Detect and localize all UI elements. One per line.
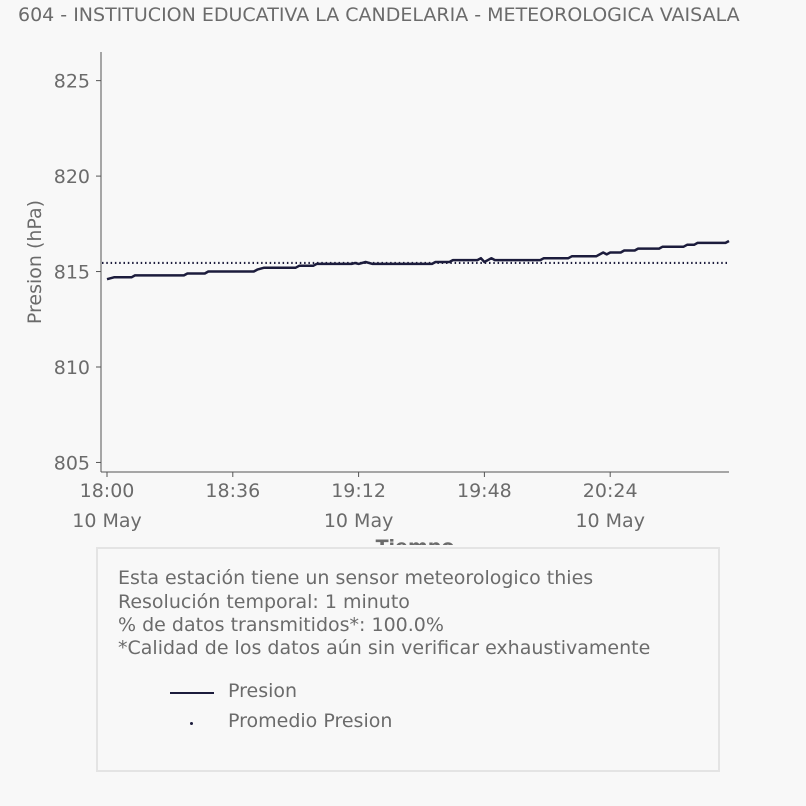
y-tick-label: 825: [54, 71, 90, 93]
plot-area: 805 810 815 820 825 18:00 10 May 18:36 19:12 10 M…: [54, 52, 730, 532]
legend-swatch-presion: [170, 692, 214, 694]
x-tick-time: 20:24: [583, 480, 638, 502]
x-tick-time: 18:36: [205, 480, 260, 502]
x-tick-time: 18:00: [80, 480, 135, 502]
pressure-chart: 604 - INSTITUCION EDUCATIVA LA CANDELARI…: [18, 4, 740, 545]
info-legend-box: Esta estación tiene un sensor meteorolog…: [96, 547, 720, 772]
x-tick-time: 19:12: [331, 480, 386, 502]
y-tick-label: 805: [54, 452, 90, 474]
x-tick-date: 10 May: [72, 510, 142, 532]
y-tick-label: 820: [54, 166, 90, 188]
legend-label-promedio: Promedio Presion: [228, 710, 393, 732]
x-tick-date: 10 May: [575, 510, 645, 532]
legend-swatch-promedio: [190, 722, 193, 725]
info-line-sensor: Esta estación tiene un sensor meteorolog…: [118, 567, 594, 589]
x-axis-label: Tiempo: [376, 536, 455, 545]
y-tick-label: 810: [54, 357, 90, 379]
chart-title: 604 - INSTITUCION EDUCATIVA LA CANDELARI…: [18, 4, 740, 26]
x-tick-time: 19:48: [457, 480, 512, 502]
info-line-transmitted: % de datos transmitidos*: 100.0%: [118, 614, 444, 636]
y-tick-label: 815: [54, 262, 90, 284]
y-axis-label: Presion (hPa): [24, 200, 46, 324]
pressure-line: [106, 239, 730, 281]
info-line-resolution: Resolución temporal: 1 minuto: [118, 591, 410, 613]
legend-label-presion: Presion: [228, 680, 298, 702]
info-line-quality: *Calidad de los datos aún sin verificar …: [118, 637, 651, 659]
x-tick-date: 10 May: [324, 510, 394, 532]
